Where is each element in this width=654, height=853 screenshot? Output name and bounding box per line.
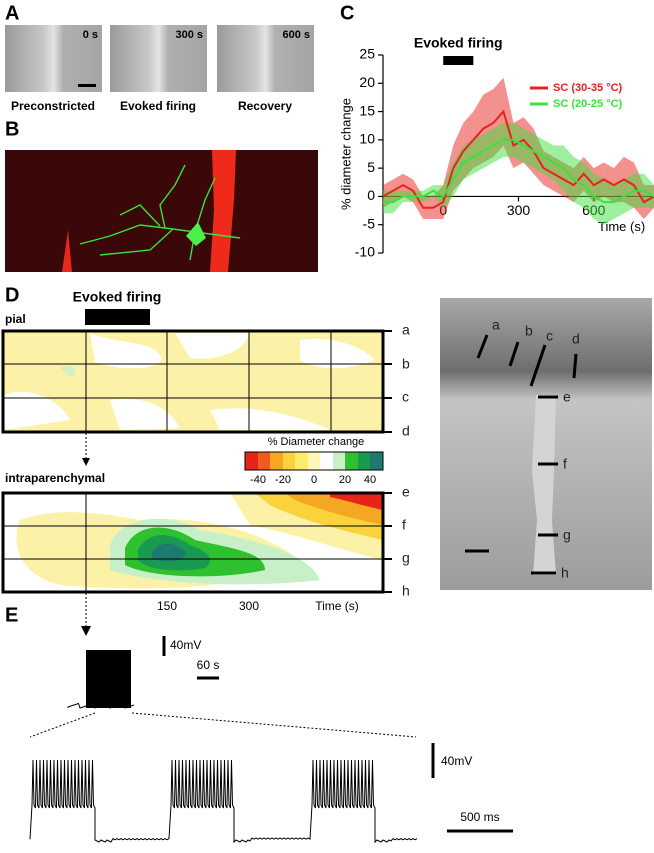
- panel-b: [5, 150, 318, 272]
- time-label: 300: [239, 599, 259, 613]
- legend-label: SC (20-25 °C): [553, 98, 623, 110]
- row-label: h: [402, 583, 410, 599]
- grid: [3, 331, 383, 432]
- image-label: h: [561, 565, 569, 581]
- caption: Evoked firing: [120, 99, 196, 113]
- arrow-head: [81, 626, 91, 636]
- colorbar-tick: 0: [311, 474, 317, 486]
- row-label: d: [402, 423, 410, 439]
- intra-frame: [1, 491, 385, 594]
- y-tick-label: -10: [355, 244, 375, 260]
- x-tick-label: 300: [507, 202, 531, 218]
- caption: Preconstricted: [11, 99, 95, 113]
- row-label: b: [402, 356, 410, 372]
- panel-label: B: [5, 118, 19, 140]
- caption: Recovery: [238, 99, 292, 113]
- pial-label: pial: [5, 312, 26, 326]
- line: [383, 138, 654, 204]
- row-label: g: [402, 550, 410, 566]
- colorbar-title: % Diameter change: [268, 436, 365, 448]
- y-axis-label: % diameter change: [338, 98, 353, 210]
- scale-label: 40mV: [170, 638, 201, 652]
- timestamp: 300 s: [175, 29, 203, 41]
- error-band: [433, 185, 444, 208]
- scale-label: 500 ms: [460, 810, 499, 824]
- pial-contour: [3, 331, 383, 432]
- scale-label: 60 s: [197, 658, 220, 672]
- zoom-line: [131, 712, 417, 738]
- colorbar-tick: 20: [339, 474, 351, 486]
- micrograph: [217, 25, 314, 92]
- legend-label: SC (30-35 °C): [553, 82, 623, 94]
- arrow-head: [82, 458, 90, 466]
- colorbar-tick: -40: [250, 474, 266, 486]
- panel-c: -10-505101520250300600% diameter changeT…: [338, 35, 654, 260]
- y-tick-label: 5: [367, 159, 375, 175]
- image-label: f: [563, 456, 567, 472]
- vessel: [210, 150, 236, 272]
- timestamp: 0 s: [83, 29, 98, 41]
- image-label: e: [563, 389, 571, 405]
- image-label: b: [525, 323, 533, 339]
- zoom-line: [29, 712, 96, 738]
- stimulus-label: Evoked firing: [73, 289, 162, 305]
- pial-frame: [1, 329, 385, 434]
- row-label: f: [402, 517, 406, 533]
- panel-label: A: [5, 2, 19, 24]
- image-label: d: [572, 331, 580, 347]
- colorbar-tick: 40: [364, 474, 376, 486]
- measure-lines: [465, 334, 578, 575]
- burst: [86, 650, 131, 708]
- colorbar-tick: -20: [275, 474, 291, 486]
- y-tick-label: 20: [359, 74, 375, 90]
- timestamp: 600 s: [282, 29, 310, 41]
- row-label: e: [402, 484, 410, 500]
- y-tick-label: 0: [367, 187, 375, 203]
- stimulus-bar: [85, 309, 150, 325]
- vessel: [532, 395, 556, 575]
- scale-bar: [78, 84, 96, 87]
- y-tick-label: 10: [359, 131, 375, 147]
- error-band: [393, 190, 404, 214]
- y-tick-label: -5: [363, 215, 376, 231]
- grid: [3, 493, 383, 592]
- panel-label: E: [5, 604, 18, 626]
- micrograph: [5, 25, 102, 92]
- panel-label: D: [5, 284, 19, 306]
- intra-contour: [3, 493, 383, 592]
- colorbar: [244, 451, 384, 471]
- error-band: [643, 173, 654, 208]
- image-label: c: [546, 328, 553, 344]
- error-band: [553, 145, 564, 191]
- row-label: a: [402, 322, 410, 338]
- time-label: 150: [157, 599, 177, 613]
- intra-label: intraparenchymal: [5, 471, 105, 485]
- time-label: Time (s): [315, 599, 359, 613]
- trace-detail: [29, 759, 418, 844]
- micrograph: [110, 25, 207, 92]
- y-tick-label: 15: [359, 102, 375, 118]
- panel-a: 0 s 300 s 600 s Preconstricted Evoked fi…: [5, 25, 314, 113]
- neuron: [79, 164, 241, 261]
- row-label: c: [402, 389, 409, 405]
- image-label: g: [563, 527, 571, 543]
- panel-d: Evoked firing pial a b c d % Diameter ch…: [1, 289, 652, 613]
- image-label: a: [492, 317, 500, 333]
- stimulus-label: Evoked firing: [414, 35, 503, 51]
- panel-label: C: [340, 2, 354, 24]
- vessel: [62, 230, 72, 272]
- scale-label: 40mV: [441, 754, 472, 768]
- x-axis-label: Time (s): [598, 219, 645, 234]
- soma: [186, 222, 206, 246]
- panel-e: 40mV 60 s 40mV 500 ms: [29, 593, 513, 844]
- stimulus-bar: [443, 56, 474, 65]
- y-tick-label: 25: [359, 46, 375, 62]
